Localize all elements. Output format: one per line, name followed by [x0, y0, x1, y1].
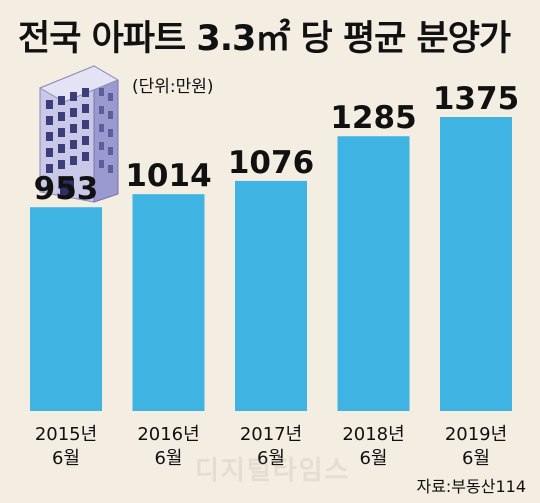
bar-value-label-3: 1285: [330, 100, 416, 136]
x-tick-label-0-1: 6월: [52, 448, 80, 469]
bar-2: [235, 180, 307, 411]
bar-4: [440, 117, 512, 411]
x-tick-label-2-1: 6월: [257, 448, 285, 469]
x-tick-label-4-0: 2019년: [445, 424, 507, 445]
bar-0: [30, 207, 102, 411]
bar-value-label-1: 1014: [125, 158, 211, 194]
x-tick-label-3-1: 6월: [359, 448, 387, 469]
bar-value-label-4: 1375: [433, 81, 519, 117]
x-tick-label-3-0: 2018년: [342, 424, 404, 445]
x-tick-label-1-0: 2016년: [137, 424, 199, 445]
source-note: 자료:부동산114: [416, 477, 526, 496]
x-tick-label-1-1: 6월: [154, 448, 182, 469]
bar-value-label-0: 953: [34, 171, 99, 207]
bar-1: [132, 194, 205, 411]
watermark: 디지털타임스: [195, 456, 351, 486]
unit-note: (단위:만원): [132, 77, 214, 97]
x-tick-label-0-0: 2015년: [35, 424, 97, 445]
x-tick-label-2-0: 2017년: [240, 424, 302, 445]
apartment-building-icon: [38, 65, 120, 203]
x-tick-label-4-1: 6월: [462, 448, 490, 469]
bar-3: [337, 136, 410, 411]
bar-value-label-2: 1076: [228, 145, 314, 181]
chart-title: 전국 아파트 3.3㎡ 당 평균 분양가: [18, 19, 511, 59]
